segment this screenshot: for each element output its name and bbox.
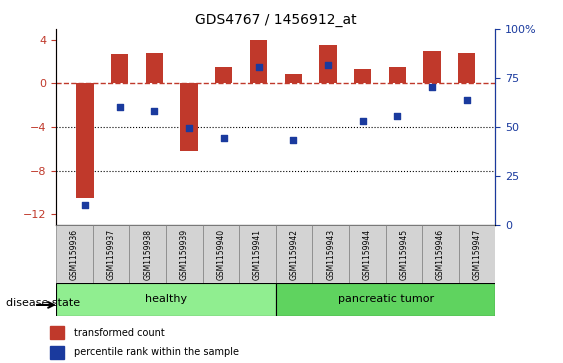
Text: healthy: healthy	[145, 294, 187, 305]
FancyBboxPatch shape	[93, 225, 129, 283]
FancyBboxPatch shape	[422, 225, 459, 283]
Point	[220, 135, 229, 141]
FancyBboxPatch shape	[459, 225, 495, 283]
Text: pancreatic tumor: pancreatic tumor	[338, 294, 434, 305]
Bar	[50, 346, 64, 359]
FancyBboxPatch shape	[312, 225, 349, 283]
Point	[115, 105, 124, 110]
Bar	[458, 53, 476, 83]
Bar	[111, 54, 128, 83]
Bar	[146, 53, 163, 83]
Point	[81, 203, 90, 208]
FancyBboxPatch shape	[386, 225, 422, 283]
Text: GSM1159941: GSM1159941	[253, 229, 262, 280]
Point	[185, 125, 194, 131]
Point	[150, 108, 159, 114]
Point	[358, 118, 367, 123]
Text: percentile rank within the sample: percentile rank within the sample	[74, 347, 239, 357]
Bar	[50, 326, 64, 339]
Point	[393, 113, 402, 119]
Bar	[180, 83, 198, 151]
Point	[289, 137, 298, 143]
Bar	[76, 83, 93, 198]
Bar	[388, 67, 406, 83]
Text: GSM1159942: GSM1159942	[290, 229, 298, 280]
Text: GSM1159939: GSM1159939	[180, 229, 189, 280]
Bar	[284, 74, 302, 83]
FancyBboxPatch shape	[239, 225, 276, 283]
Text: disease state: disease state	[6, 298, 80, 308]
Bar	[215, 67, 233, 83]
Title: GDS4767 / 1456912_at: GDS4767 / 1456912_at	[195, 13, 357, 26]
Point	[323, 62, 332, 68]
Point	[462, 97, 471, 103]
Text: GSM1159947: GSM1159947	[473, 229, 481, 280]
Point	[254, 64, 263, 70]
Text: GSM1159946: GSM1159946	[436, 229, 445, 280]
FancyBboxPatch shape	[56, 283, 276, 316]
Bar	[423, 51, 441, 83]
FancyBboxPatch shape	[276, 283, 495, 316]
Text: transformed count: transformed count	[74, 327, 164, 338]
Bar	[250, 40, 267, 83]
FancyBboxPatch shape	[276, 225, 312, 283]
FancyBboxPatch shape	[349, 225, 386, 283]
Text: GSM1159940: GSM1159940	[217, 229, 225, 280]
Text: GSM1159943: GSM1159943	[327, 229, 335, 280]
FancyBboxPatch shape	[56, 225, 93, 283]
FancyBboxPatch shape	[129, 225, 166, 283]
FancyBboxPatch shape	[203, 225, 239, 283]
Bar	[354, 69, 372, 83]
Text: GSM1159945: GSM1159945	[400, 229, 408, 280]
FancyBboxPatch shape	[166, 225, 203, 283]
Text: GSM1159937: GSM1159937	[107, 229, 115, 280]
Point	[427, 84, 436, 90]
Text: GSM1159938: GSM1159938	[144, 229, 152, 280]
Text: GSM1159936: GSM1159936	[70, 229, 79, 280]
Text: GSM1159944: GSM1159944	[363, 229, 372, 280]
Bar	[319, 45, 337, 83]
